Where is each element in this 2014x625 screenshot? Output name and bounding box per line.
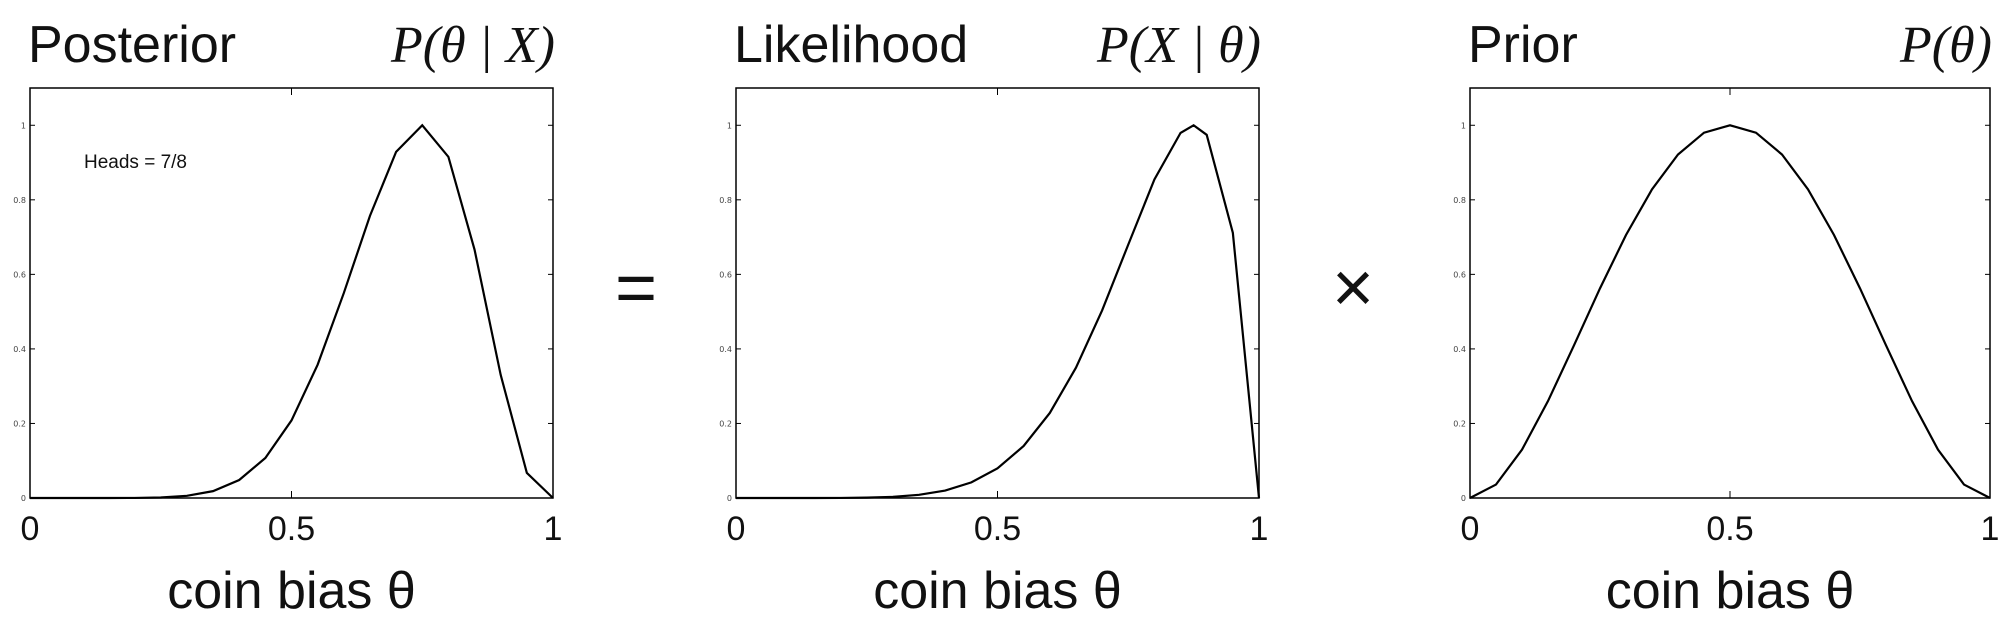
y-tick-label: 0 xyxy=(21,494,26,503)
equals-sign: = xyxy=(615,248,657,328)
curve xyxy=(30,123,554,500)
y-tick-label: 0 xyxy=(727,494,732,503)
y-tick-label: 1 xyxy=(21,121,26,130)
x-axis-label: coin bias θ xyxy=(167,562,416,620)
y-tick-label: 0.4 xyxy=(1453,345,1466,354)
chart-formula: P(X | θ) xyxy=(1096,17,1261,74)
chart-formula: P(θ | X) xyxy=(390,17,555,74)
x-tick-label: 0.5 xyxy=(268,510,315,548)
y-tick-label: 1 xyxy=(1461,121,1466,130)
y-tick-label: 0.8 xyxy=(719,196,732,205)
y-tick-label: 0.8 xyxy=(1453,196,1466,205)
x-tick-label: 1 xyxy=(1981,510,2000,548)
y-tick-label: 1 xyxy=(727,121,732,130)
y-tick-label: 0.2 xyxy=(13,419,26,428)
curve xyxy=(1469,124,1991,499)
y-tick-label: 0 xyxy=(1461,494,1466,503)
y-tick-label: 0.4 xyxy=(719,345,732,354)
x-tick-label: 0.5 xyxy=(974,510,1021,548)
x-axis-label: coin bias θ xyxy=(873,562,1122,620)
y-tick-label: 0.4 xyxy=(13,345,26,354)
chart-title: Posterior xyxy=(28,16,236,74)
curve xyxy=(736,123,1261,500)
chart-formula: P(θ) xyxy=(1899,17,1992,74)
x-tick-label: 0 xyxy=(1461,510,1480,548)
x-axis-label: coin bias θ xyxy=(1606,562,1855,620)
y-tick-label: 0.2 xyxy=(1453,419,1466,428)
x-tick-label: 0 xyxy=(21,510,40,548)
annotation: Heads = 7/8 xyxy=(84,152,187,173)
plot-frame xyxy=(1469,87,1991,499)
y-tick-label: 0.8 xyxy=(13,196,26,205)
chart-title: Likelihood xyxy=(734,16,968,74)
y-tick-label: 0.6 xyxy=(1453,270,1466,279)
y-tick-label: 0.6 xyxy=(719,270,732,279)
x-tick-label: 0.5 xyxy=(1706,510,1753,548)
y-tick-label: 0.6 xyxy=(13,270,26,279)
x-tick-label: 0 xyxy=(727,510,746,548)
y-tick-label: 0.2 xyxy=(719,419,732,428)
chart-title: Prior xyxy=(1468,16,1578,74)
x-tick-label: 1 xyxy=(1250,510,1269,548)
x-tick-label: 1 xyxy=(544,510,563,548)
plot-frame xyxy=(735,87,1260,499)
times-sign: × xyxy=(1332,248,1374,328)
plot-frame xyxy=(29,87,554,499)
